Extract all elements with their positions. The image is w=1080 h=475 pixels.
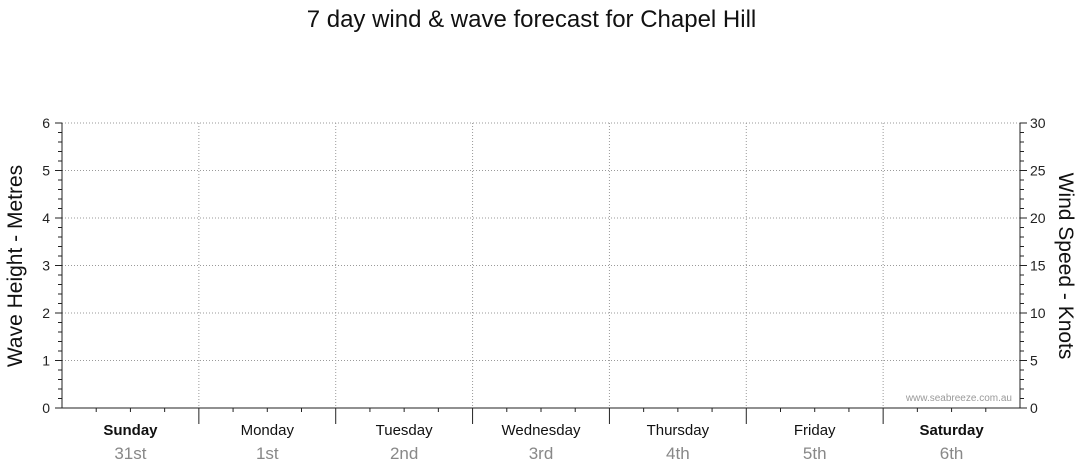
axis-labels: 0 1 2 3 4 5 6 0 5 10 15 20 25 30 Sunday 31st Monday 1st Tu… [42, 115, 1046, 463]
grid-lines [62, 122, 1020, 408]
left-tick-label: 3 [42, 258, 50, 274]
day-date-label: 2nd [390, 444, 418, 463]
right-tick-label: 5 [1030, 353, 1038, 369]
left-tick-label: 1 [42, 353, 50, 369]
day-name-label: Thursday [647, 422, 710, 439]
right-tick-label: 0 [1030, 400, 1038, 416]
right-tick-label: 15 [1030, 258, 1046, 274]
day-date-label: 3rd [529, 444, 554, 463]
day-date-label: 1st [256, 444, 279, 463]
right-tick-label: 25 [1030, 163, 1046, 179]
day-name-label: Saturday [919, 422, 984, 439]
y-axis-label-right: Wind Speed - Knots [1054, 173, 1077, 360]
day-name-label: Wednesday [502, 422, 581, 439]
day-date-label: 5th [803, 444, 827, 463]
right-tick-label: 20 [1030, 210, 1046, 226]
day-name-label: Monday [241, 422, 295, 439]
y-axis-label-left: Wave Height - Metres [4, 165, 27, 367]
left-tick-label: 5 [42, 163, 50, 179]
left-tick-label: 2 [42, 305, 50, 321]
watermark: www.seabreeze.com.au [905, 393, 1012, 404]
day-name-label: Tuesday [376, 422, 433, 439]
left-tick-label: 4 [42, 210, 50, 226]
left-tick-label: 0 [42, 400, 50, 416]
day-date-label: 31st [114, 444, 146, 463]
left-tick-label: 6 [42, 115, 50, 131]
right-tick-label: 30 [1030, 115, 1046, 131]
day-date-label: 6th [940, 444, 964, 463]
chart-title: 7 day wind & wave forecast for Chapel Hi… [306, 6, 757, 33]
day-date-label: 4th [666, 444, 690, 463]
right-tick-label: 10 [1030, 305, 1046, 321]
day-name-label: Sunday [103, 422, 158, 439]
day-name-label: Friday [794, 422, 836, 439]
axes [55, 122, 1027, 424]
